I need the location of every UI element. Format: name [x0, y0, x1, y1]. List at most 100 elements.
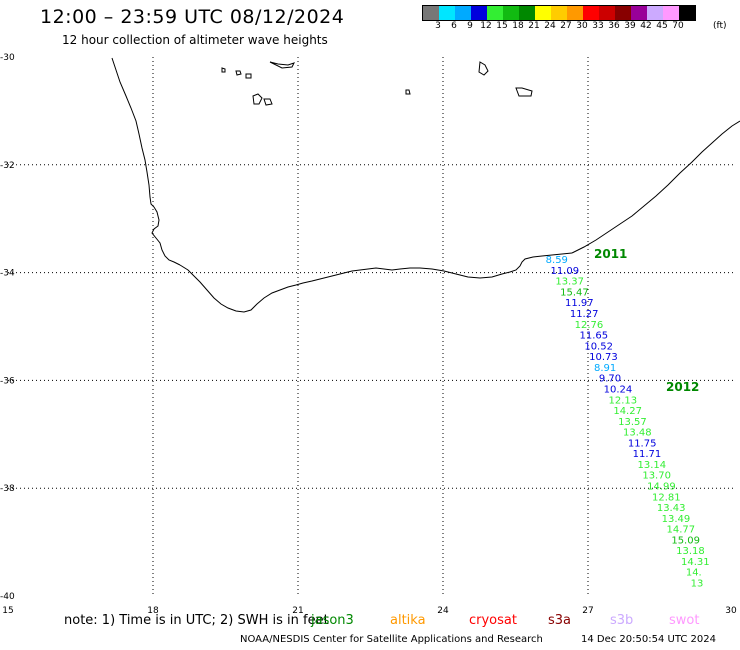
island: [252, 93, 263, 105]
colorbar-tick-label: 42: [640, 21, 652, 31]
colorbar-tick-label: 39: [624, 21, 636, 31]
wave-height-label: 10.24: [604, 384, 633, 395]
coastline-south: [179, 252, 573, 313]
generated-timestamp: 14 Dec 20:50:54 UTC 2024: [581, 634, 716, 645]
wave-height-label: 13.57: [618, 417, 647, 428]
footer-note: note: 1) Time is in UTC; 2) SWH is in fe…: [64, 613, 329, 628]
colorbar-swatch: [503, 6, 519, 20]
wave-height-label: 11.71: [633, 449, 662, 460]
wave-height-label: 15.09: [671, 535, 700, 546]
altimeter-track: 2011 2012 8.5911.0913.3715.4711.9711.271…: [546, 247, 710, 590]
wave-height-label: 12.13: [609, 395, 638, 406]
wave-height-label: 14.27: [613, 406, 642, 417]
island: [405, 89, 411, 95]
colorbar-tick-label: 70: [672, 21, 684, 31]
lat-lon-grid: [8, 57, 733, 596]
latitude-tick-label: -38: [0, 484, 15, 494]
colorbar-tick-label: 6: [451, 21, 457, 31]
colorbar-swatch: [439, 6, 455, 20]
colorbar-tick-label: 36: [608, 21, 620, 31]
wave-height-label: 13.43: [657, 503, 686, 514]
colorbar-tick-label: 24: [544, 21, 556, 31]
colorbar-tick-label: 15: [496, 21, 508, 31]
colorbar-swatch: [583, 6, 599, 20]
wave-height-label: 11.27: [570, 309, 599, 320]
longitude-tick-label: 18: [147, 606, 159, 616]
pass-label-2011: 2011: [594, 247, 627, 261]
colorbar-tick-label: 12: [480, 21, 492, 31]
wave-height-label: 12.76: [575, 320, 604, 331]
wave-height-label: 10.52: [584, 341, 613, 352]
latitude-tick-label: -34: [0, 269, 15, 279]
satellite-legend-s3a: s3a: [548, 613, 572, 628]
wave-height-label: 8.59: [546, 255, 568, 266]
wave-height-label: 12.81: [652, 492, 681, 503]
longitude-tick-label: 21: [292, 606, 303, 616]
pass-label-2012: 2012: [666, 380, 699, 394]
island: [221, 67, 226, 73]
coastline-west: [111, 57, 181, 266]
satellite-legend-cryosat: cryosat: [469, 613, 517, 628]
wave-height-label: 14.: [686, 568, 702, 579]
map-title: 12:00 – 23:59 UTC 08/12/2024: [40, 6, 345, 28]
satellite-legend-altika: altika: [390, 613, 426, 628]
wave-height-label: 11.97: [565, 298, 594, 309]
colorbar-swatch: [519, 6, 535, 20]
axis-labels: 15 18 21 24 27 30 -30 -32 -34 -36 -38 -40: [0, 53, 737, 616]
wave-height-label: 14.99: [647, 482, 676, 493]
colorbar-swatch: [647, 6, 663, 20]
wave-height-label: 13.70: [642, 471, 671, 482]
wave-height-label: 13.48: [623, 428, 652, 439]
colorbar-tick-label: 30: [576, 21, 588, 31]
island: [269, 61, 295, 69]
colorbar-swatch: [615, 6, 631, 20]
wave-height-label: 13.37: [555, 277, 584, 288]
wave-height-label: 14.77: [667, 525, 696, 536]
wave-height-colorbar: [422, 5, 696, 21]
wave-height-label: 9.70: [599, 374, 621, 385]
wave-height-label: 13: [691, 579, 704, 590]
island: [478, 61, 489, 76]
wave-height-label: 10.73: [589, 352, 618, 363]
colorbar-swatch: [535, 6, 551, 20]
colorbar-swatch: [455, 6, 471, 20]
island: [515, 87, 533, 97]
latitude-tick-label: -32: [0, 161, 15, 171]
island: [245, 73, 252, 79]
colorbar-swatch: [487, 6, 503, 20]
colorbar-tick-label: 27: [560, 21, 572, 31]
colorbar-tick-label: 33: [592, 21, 604, 31]
colorbar-swatch: [471, 6, 487, 20]
longitude-tick-label: 30: [725, 606, 737, 616]
wave-height-label: 15.47: [560, 287, 589, 298]
colorbar-swatch: [663, 6, 679, 20]
coastline-east: [571, 120, 740, 254]
latitude-tick-label: -36: [0, 376, 15, 386]
wave-height-label: 13.14: [638, 460, 667, 471]
latitude-tick-label: -30: [0, 53, 15, 63]
satellite-legend-s3b: s3b: [610, 613, 634, 628]
satellite-legend-swot: swot: [669, 613, 700, 628]
wave-height-label: 11.75: [628, 438, 657, 449]
colorbar-tick-label: 9: [467, 21, 473, 31]
colorbar-tick-label: 45: [656, 21, 668, 31]
colorbar-unit: (ft): [713, 21, 727, 31]
map-subtitle: 12 hour collection of altimeter wave hei…: [62, 33, 328, 47]
coastline: [111, 57, 740, 313]
wave-height-label: 13.18: [676, 546, 705, 557]
colorbar-swatch: [599, 6, 615, 20]
island: [235, 70, 242, 76]
colorbar-swatch: [423, 6, 439, 20]
island: [263, 98, 273, 106]
latitude-tick-label: -40: [0, 592, 15, 602]
colorbar-tick-label: 18: [512, 21, 524, 31]
colorbar-tick-label: 21: [528, 21, 540, 31]
colorbar-swatch: [567, 6, 583, 20]
colorbar-swatch: [551, 6, 567, 20]
colorbar-swatch: [679, 6, 695, 20]
longitude-tick-label: 15: [2, 606, 13, 616]
wave-height-label: 14.31: [681, 557, 710, 568]
colorbar-tick-label: 3: [435, 21, 441, 31]
